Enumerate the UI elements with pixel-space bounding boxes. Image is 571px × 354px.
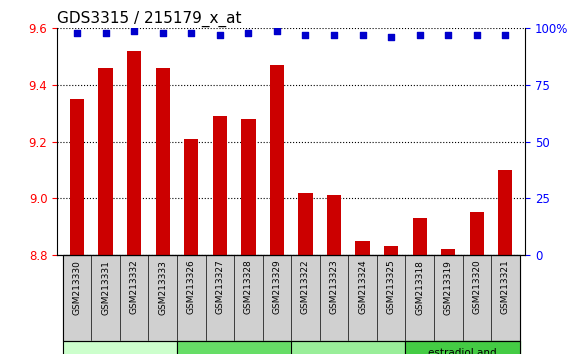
Bar (99, 68, 113, 255)
Text: GDS3315 / 215179_x_at: GDS3315 / 215179_x_at (57, 11, 242, 27)
FancyBboxPatch shape (177, 341, 291, 354)
Bar (70, 99, 85, 255)
Bar (213, 116, 227, 255)
Bar (299, 193, 313, 255)
Point (73, 30, 82, 36)
Point (444, 32, 453, 38)
Point (215, 32, 224, 38)
Point (244, 30, 253, 36)
FancyBboxPatch shape (405, 341, 520, 354)
Point (415, 32, 424, 38)
Point (158, 30, 167, 36)
Point (501, 32, 510, 38)
Bar (270, 65, 284, 255)
FancyBboxPatch shape (291, 341, 405, 354)
FancyBboxPatch shape (63, 255, 520, 341)
Point (387, 35, 396, 40)
FancyBboxPatch shape (63, 341, 177, 354)
Bar (327, 195, 341, 255)
Point (301, 32, 310, 38)
Bar (384, 246, 399, 255)
Point (329, 32, 339, 38)
Point (187, 30, 196, 36)
Point (101, 30, 110, 36)
Point (272, 28, 282, 33)
Bar (356, 241, 370, 255)
Text: estradiol and
cycloheximide: estradiol and cycloheximide (425, 348, 500, 354)
Bar (155, 68, 170, 255)
Bar (441, 249, 456, 255)
Bar (127, 51, 142, 255)
Bar (242, 119, 256, 255)
Bar (184, 139, 199, 255)
Point (130, 28, 139, 33)
Point (358, 32, 367, 38)
Bar (470, 212, 484, 255)
Point (472, 32, 481, 38)
Bar (498, 170, 513, 255)
Bar (412, 218, 427, 255)
